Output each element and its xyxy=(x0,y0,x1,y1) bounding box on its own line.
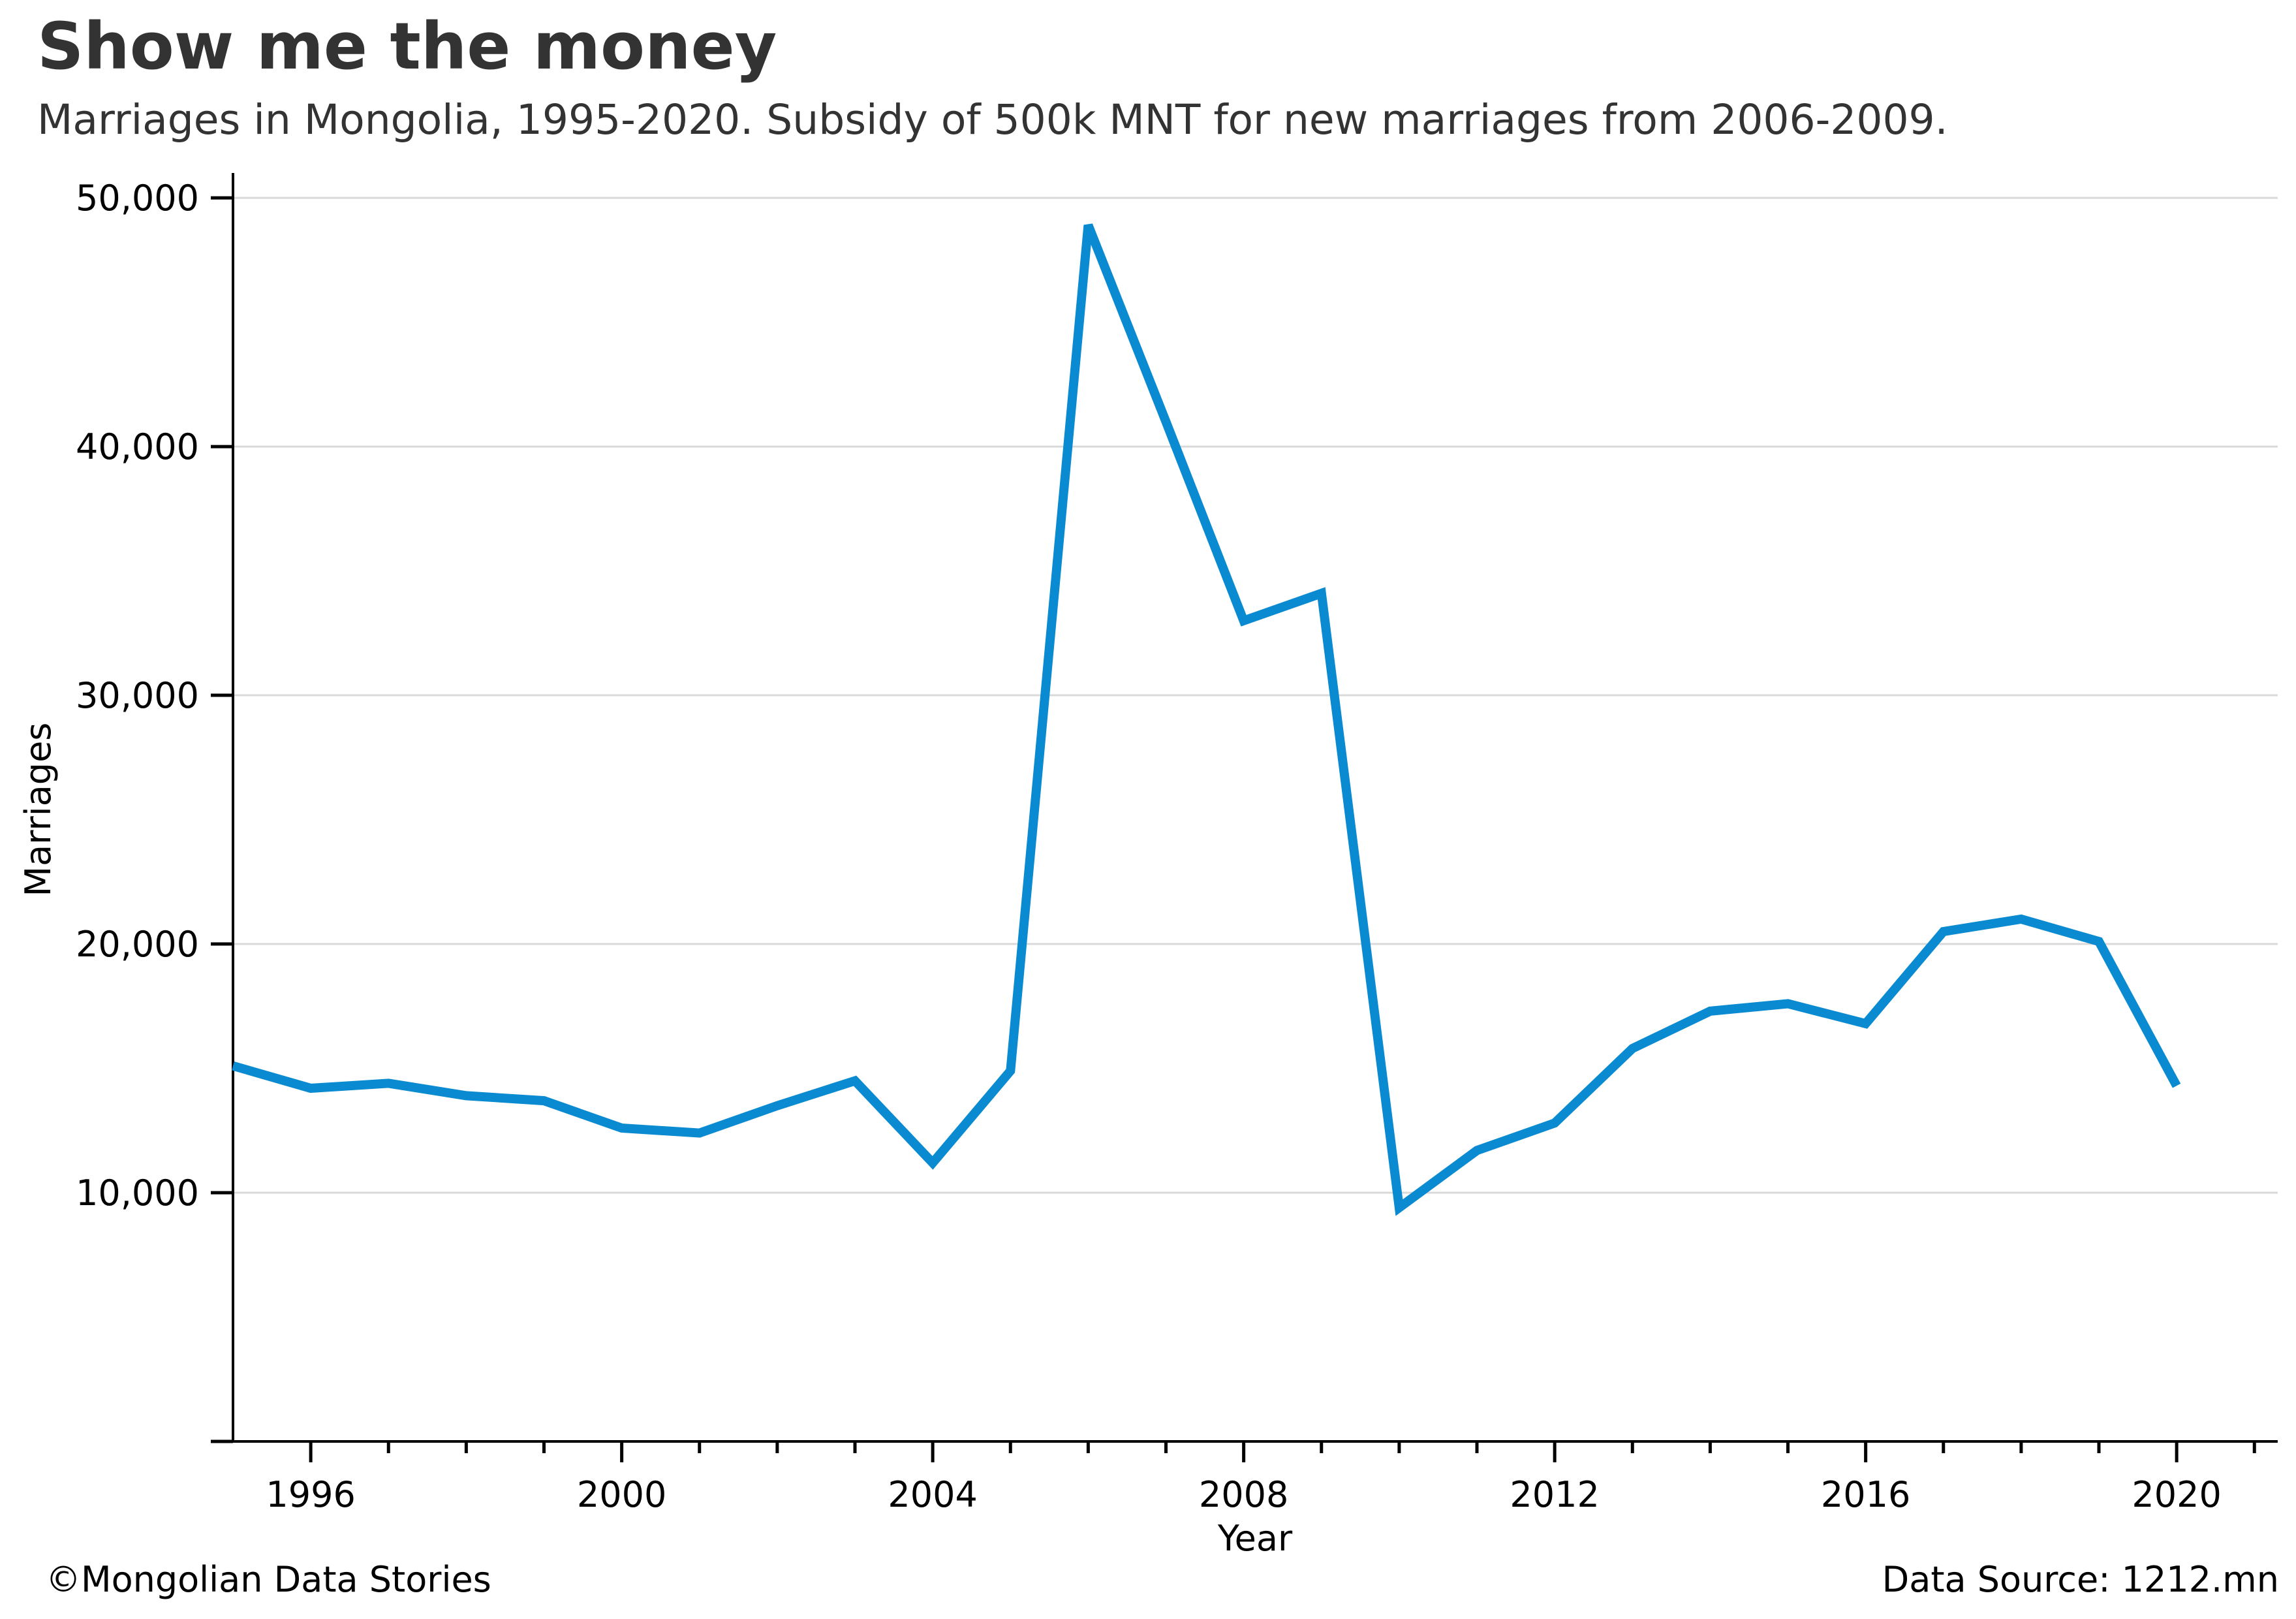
chart-subtitle: Marriages in Mongolia, 1995-2020. Subsid… xyxy=(37,96,1948,144)
y-tick-label: 10,000 xyxy=(76,1172,199,1214)
axes xyxy=(232,173,2278,1443)
y-tick-label: 40,000 xyxy=(76,426,199,467)
gridlines xyxy=(233,196,2278,1194)
y-axis-label: Marriages xyxy=(18,723,59,897)
footer-source: Data Source: 1212.mn xyxy=(1882,1559,2279,1600)
x-tick-label: 2000 xyxy=(577,1474,666,1515)
x-tick-label: 1996 xyxy=(266,1474,355,1515)
x-tick-label: 2020 xyxy=(2132,1474,2221,1515)
x-tick-label: 2016 xyxy=(1821,1474,1910,1515)
y-tick-label: 30,000 xyxy=(76,675,199,716)
y-tick-label: 20,000 xyxy=(76,924,199,965)
x-tick-label: 2008 xyxy=(1199,1474,1288,1515)
series xyxy=(232,223,2181,1216)
ticks: 10,000 20,000 30,000 40,000 50,000 1996 2000 20… xyxy=(76,178,2256,1515)
footer-credit: ©Mongolian Data Stories xyxy=(46,1559,491,1600)
chart-title: Show me the money xyxy=(37,9,777,84)
x-tick-label: 2004 xyxy=(888,1474,977,1515)
x-axis-label: Year xyxy=(1217,1518,1293,1559)
series-line-marriages xyxy=(232,223,2181,1216)
y-tick-label: 50,000 xyxy=(76,178,199,219)
x-tick-label: 2012 xyxy=(1510,1474,1599,1515)
